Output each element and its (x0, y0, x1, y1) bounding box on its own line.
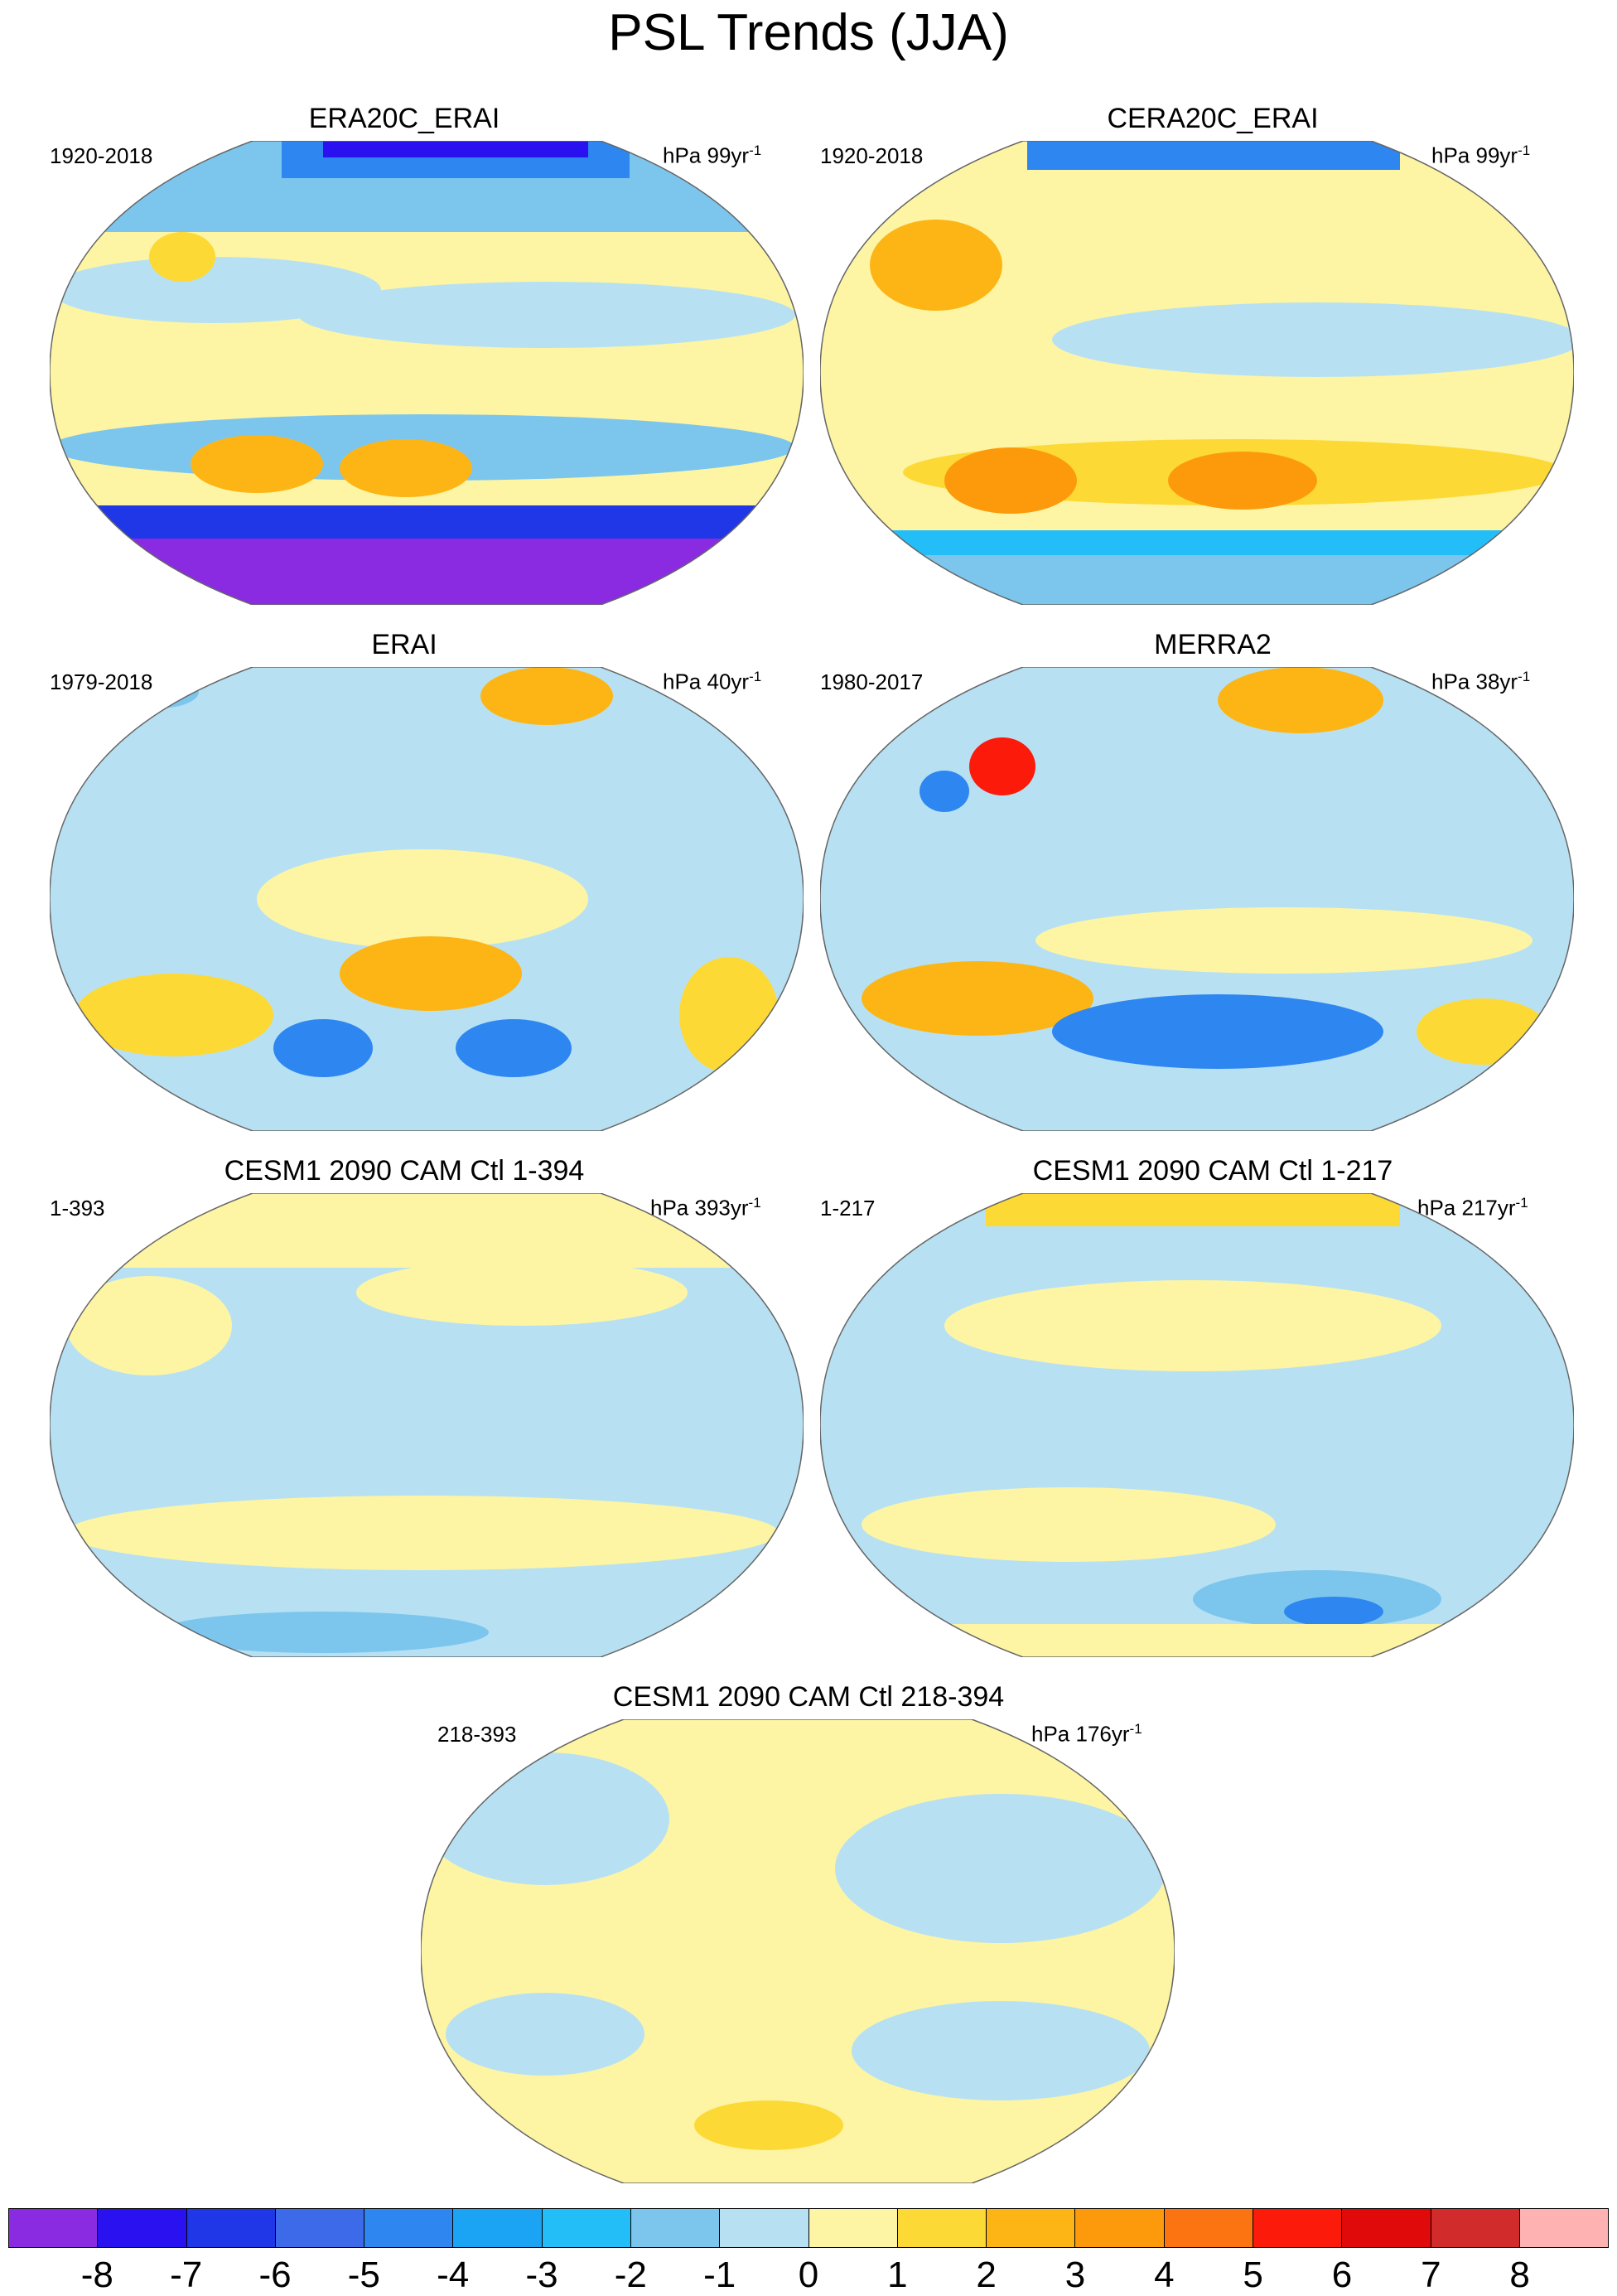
panel-units: hPa 99yr-1 (1431, 143, 1531, 168)
colorbar-cell (452, 2208, 542, 2248)
panel-period: 1979-2018 (50, 669, 153, 694)
panel-period: 1-217 (820, 1196, 876, 1221)
colorbar-cell (808, 2208, 897, 2248)
map-projection (820, 1193, 1574, 1657)
panel-title: CESM1 2090 CAM Ctl 1-394 (224, 1155, 585, 1187)
colorbar-tick-label: 1 (887, 2255, 908, 2295)
panel-title: CERA20C_ERAI (1107, 103, 1319, 134)
colorbar-cell (541, 2208, 630, 2248)
colorbar-tick-label: 4 (1154, 2255, 1175, 2295)
colorbar-tick-label: 6 (1331, 2255, 1353, 2295)
colorbar-cell (274, 2208, 364, 2248)
map-projection (421, 1719, 1175, 2183)
map-panel-merra2: MERRA2 1980-2017 hPa 38yr-1 (808, 621, 1617, 1135)
panel-title: MERRA2 (1154, 629, 1272, 660)
colorbar-tick-label: 7 (1421, 2255, 1441, 2295)
colorbar-cell (97, 2208, 186, 2248)
panel-title: CESM1 2090 CAM Ctl 1-217 (1032, 1155, 1393, 1187)
colorbar-cell (986, 2208, 1075, 2248)
colorbar-tick-label: -7 (170, 2255, 203, 2295)
map-projection (50, 1193, 804, 1657)
colorbar-tick-label: -3 (525, 2255, 558, 2295)
colorbar-tick-label: -4 (437, 2255, 470, 2295)
colorbar-cell (1430, 2208, 1519, 2248)
panel-units: hPa 393yr-1 (650, 1195, 761, 1221)
colorbar-cell (1252, 2208, 1342, 2248)
map-panel-cesm1-1-217: CESM1 2090 CAM Ctl 1-217 1-217 hPa 217yr… (808, 1148, 1617, 1661)
colorbar (8, 2208, 1610, 2250)
map-panel-erai: ERAI 1979-2018 hPa 40yr-1 (0, 621, 808, 1135)
panel-units: hPa 99yr-1 (663, 143, 762, 168)
colorbar-tick-label: -5 (347, 2255, 380, 2295)
map-panel-cesm1-218-394: CESM1 2090 CAM Ctl 218-394 218-393 hPa 1… (404, 1674, 1213, 2187)
panel-title: CESM1 2090 CAM Ctl 218-394 (612, 1681, 1005, 1713)
map-projection (50, 141, 804, 605)
colorbar-tick-labels: -8 -7 -6 -5 -4 -3 -2 -1 0 1 2 3 4 5 6 7 8 (0, 2255, 1617, 2295)
map-projection (50, 667, 804, 1131)
panel-title: ERAI (371, 629, 437, 660)
colorbar-cell (719, 2208, 808, 2248)
colorbar-tick-label: -6 (258, 2255, 292, 2295)
colorbar-cell (8, 2208, 98, 2248)
map-panel-cesm1-1-394: CESM1 2090 CAM Ctl 1-394 1-393 hPa 393yr… (0, 1148, 808, 1661)
colorbar-cell (1074, 2208, 1164, 2248)
colorbar-cell (364, 2208, 453, 2248)
panel-units: hPa 38yr-1 (1431, 669, 1531, 694)
colorbar-tick-label: 3 (1064, 2255, 1086, 2295)
panel-period: 1980-2017 (820, 669, 924, 694)
panel-period: 1920-2018 (50, 143, 153, 168)
colorbar-cell (186, 2208, 275, 2248)
colorbar-tick-label: 5 (1243, 2255, 1263, 2295)
panel-units: hPa 217yr-1 (1417, 1195, 1528, 1221)
panel-period: 1-393 (50, 1196, 105, 1221)
colorbar-tick-label: 0 (798, 2255, 819, 2295)
colorbar-tick-label: -2 (614, 2255, 647, 2295)
colorbar-cell (896, 2208, 987, 2248)
panel-title: ERA20C_ERAI (308, 103, 500, 134)
figure-title: PSL Trends (JJA) (608, 4, 1009, 61)
map-projection (820, 141, 1574, 605)
map-panel-era20c-erai: ERA20C_ERAI 1920-2018 hPa 99yr-1 (0, 95, 808, 609)
colorbar-cell (1518, 2208, 1610, 2248)
map-panel-cera20c-erai: CERA20C_ERAI 1920-2018 hPa 99yr-1 (808, 95, 1617, 609)
colorbar-tick-label: 8 (1509, 2255, 1530, 2295)
panel-units: hPa 176yr-1 (1031, 1721, 1142, 1747)
colorbar-cell (630, 2208, 720, 2248)
colorbar-tick-label: -8 (80, 2255, 113, 2295)
panel-period: 1920-2018 (820, 143, 924, 168)
map-projection (820, 667, 1574, 1131)
colorbar-cell (1341, 2208, 1431, 2248)
colorbar-tick-label: 2 (976, 2255, 997, 2295)
colorbar-cell (1163, 2208, 1253, 2248)
panel-units: hPa 40yr-1 (663, 669, 762, 694)
colorbar-tick-label: -1 (703, 2255, 736, 2295)
panel-period: 218-393 (437, 1722, 517, 1747)
